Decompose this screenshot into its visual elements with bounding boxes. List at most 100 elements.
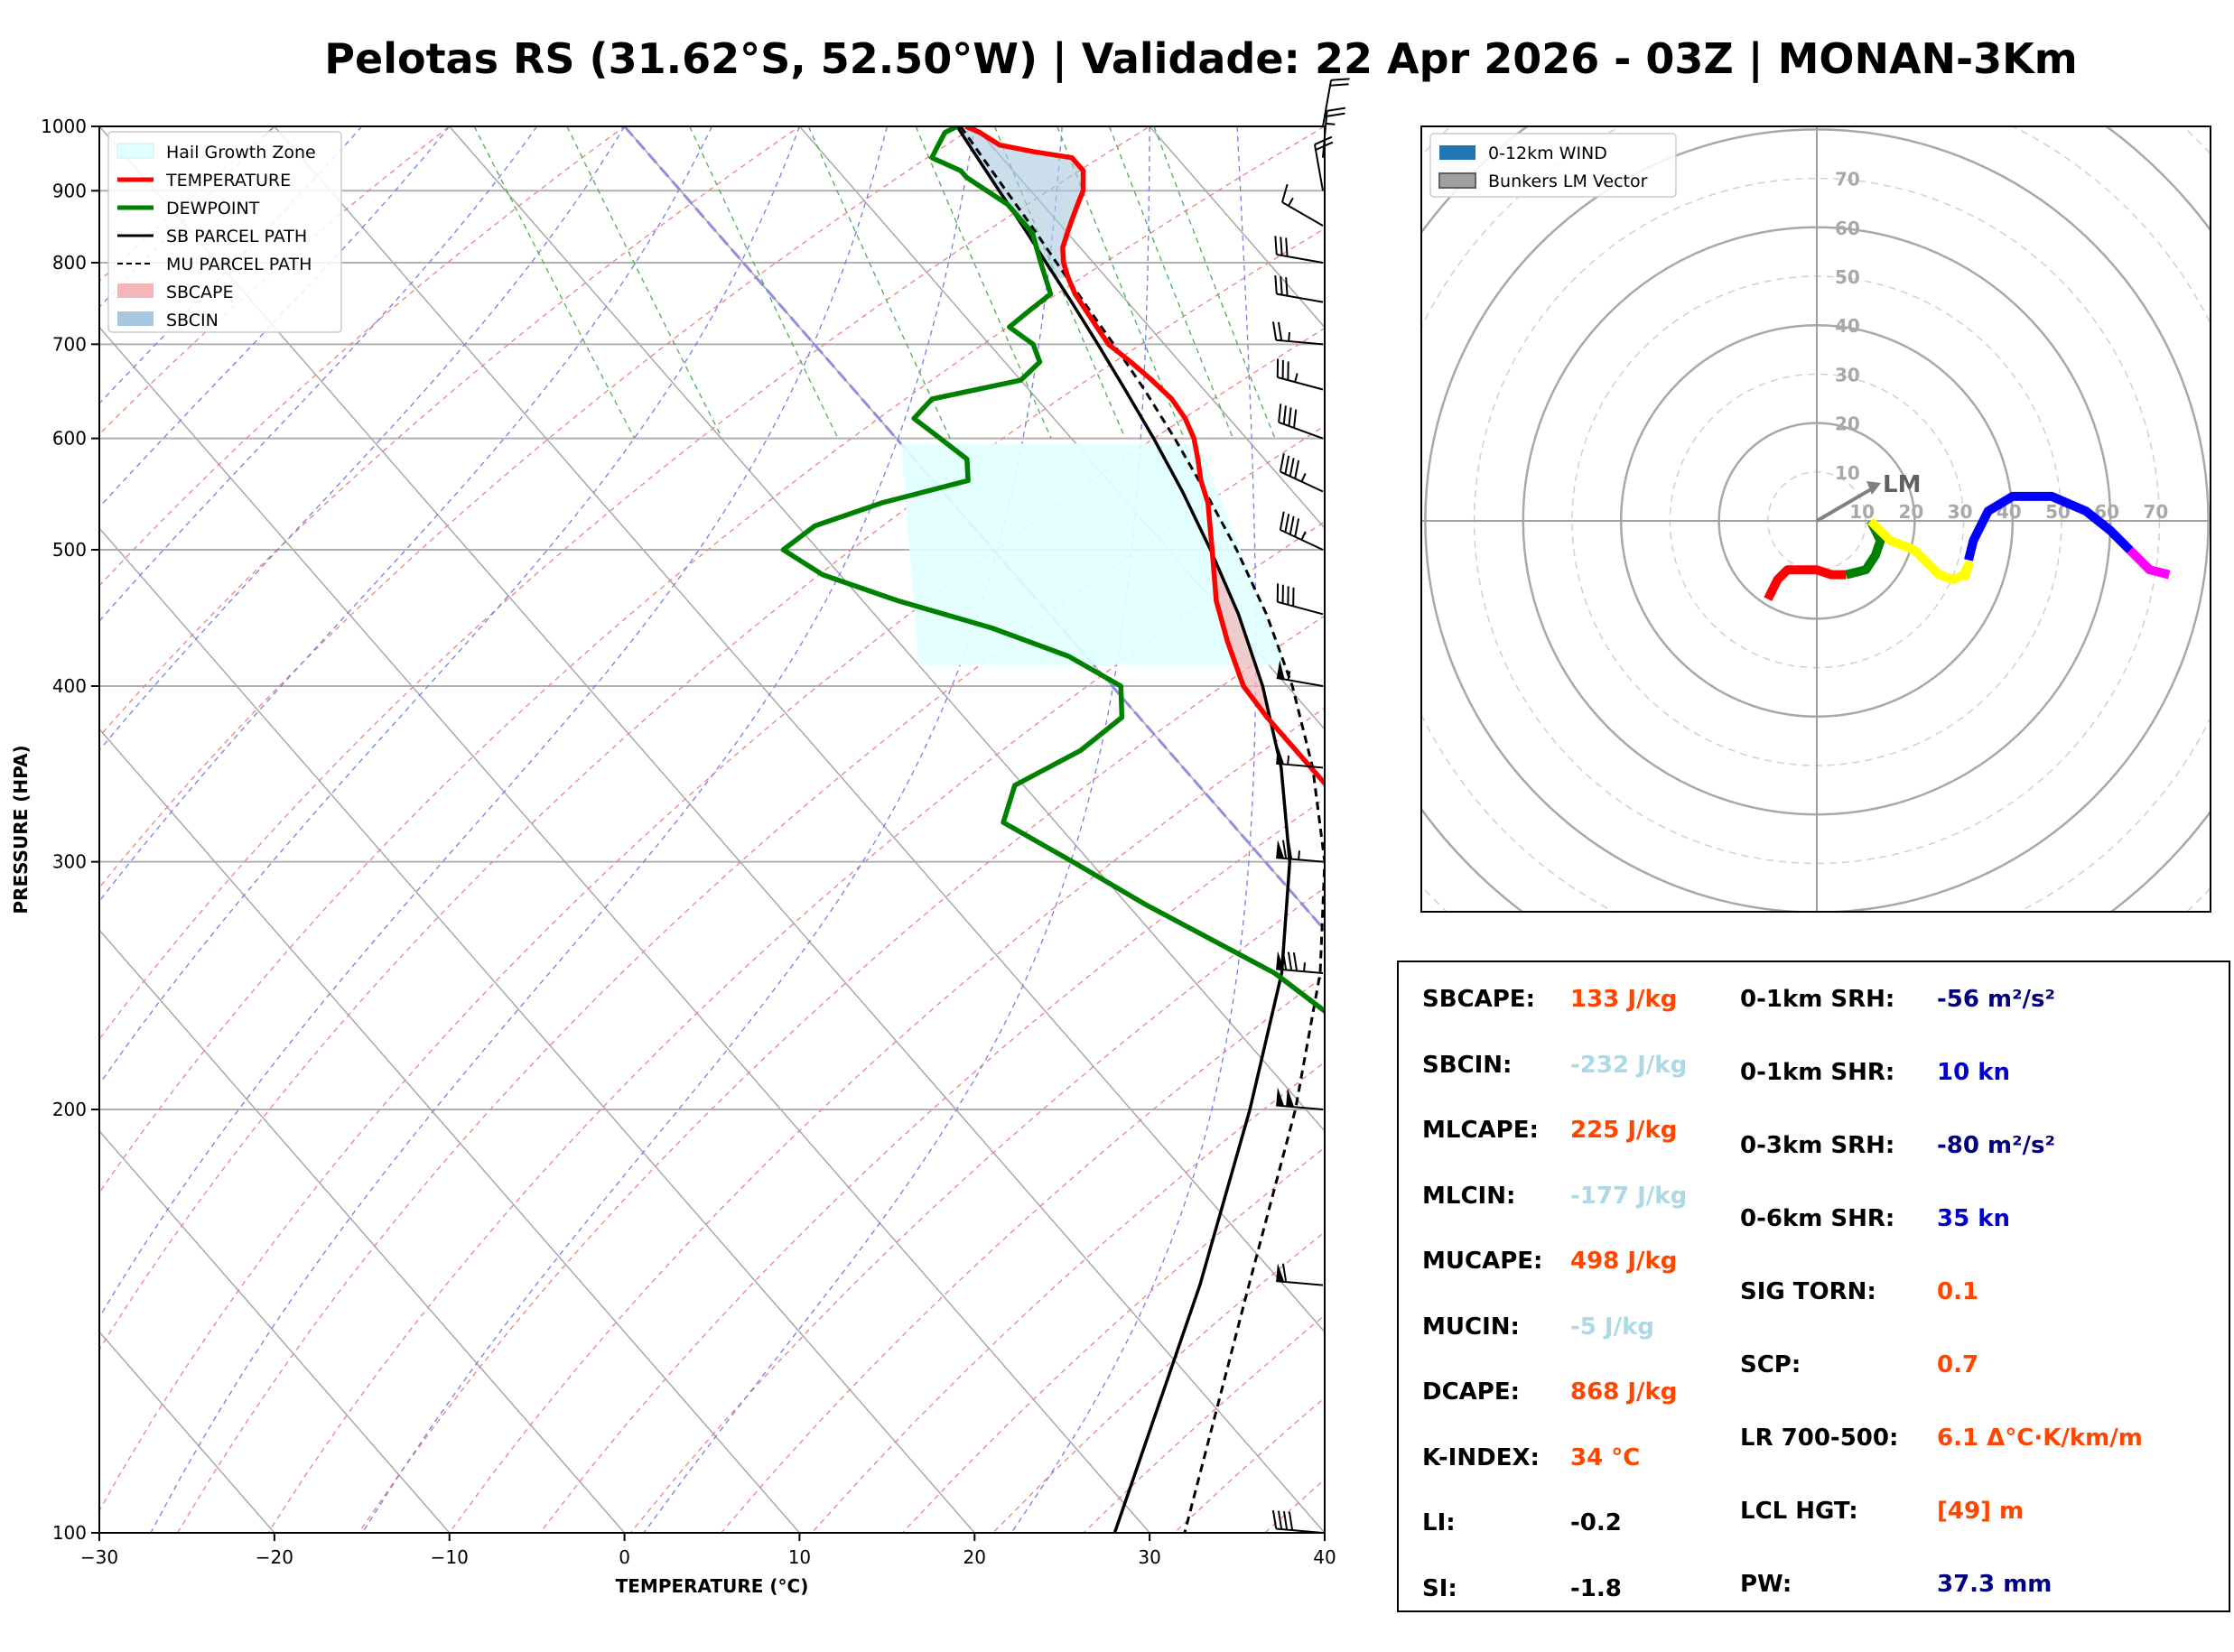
stat-label: K-INDEX: (1422, 1443, 1540, 1471)
hodo-ring-label: 70 (1835, 169, 1860, 190)
isotherm-line (99, 126, 1325, 1533)
hodo-ring-label: 10 (1835, 462, 1860, 484)
x-axis-label: TEMPERATURE (°C) (616, 1575, 809, 1597)
stat-label: LR 700-500: (1740, 1425, 1899, 1452)
wind-barb (1274, 274, 1324, 303)
isotherm-line (99, 326, 1150, 1533)
stat-label: SBCIN: (1422, 1051, 1513, 1079)
y-tick-label: 400 (52, 675, 87, 697)
isotherm-line (99, 929, 626, 1533)
hodo-axis-label: 10 (1849, 501, 1875, 523)
y-tick-label: 500 (52, 539, 87, 561)
mixing-ratio-line (915, 126, 1052, 439)
x-tick-label: 0 (619, 1546, 630, 1568)
stat-label: SI: (1422, 1574, 1457, 1602)
page-title: Pelotas RS (31.62°S, 52.50°W) | Validade… (324, 34, 2078, 83)
skewt-frame (98, 125, 1326, 1534)
moist-adiabat (99, 126, 889, 1319)
legend-label: SBCIN (166, 311, 219, 330)
hodo-ring (1230, 0, 2234, 1108)
hail-growth-zone (900, 443, 1287, 665)
x-tick-label: 20 (963, 1546, 986, 1568)
y-tick-label: 800 (52, 252, 87, 274)
stat-value: 0.1 (1937, 1278, 1979, 1305)
stat-value: -80 m²/s² (1937, 1132, 2055, 1159)
legend-label: TEMPERATURE (165, 171, 291, 190)
dry-adiabat (99, 126, 626, 587)
wind-barb (1276, 1263, 1324, 1286)
dry-adiabat (99, 126, 976, 889)
legend-label: Bunkers LM Vector (1488, 172, 1648, 191)
x-tick-label: 10 (788, 1546, 811, 1568)
hodo-axis-label: 20 (1898, 501, 1923, 523)
stat-label: 0-3km SRH: (1740, 1132, 1895, 1159)
stat-label: LCL HGT: (1740, 1498, 1858, 1525)
isotherm-line (99, 1129, 451, 1533)
freezing-isotherm (623, 126, 1325, 933)
stat-value: -56 m²/s² (1937, 986, 2055, 1013)
hodo-ring-label: 50 (1835, 266, 1860, 288)
temperature-line (964, 126, 1325, 788)
moist-adiabat (643, 126, 1150, 1533)
stat-label: 0-6km SHR: (1740, 1205, 1895, 1232)
stat-value: -1.8 (1570, 1574, 1622, 1602)
legend-label: MU PARCEL PATH (166, 255, 312, 274)
y-axis-label: PRESSURE (HPA) (10, 745, 32, 914)
stat-value: -232 J/kg (1570, 1051, 1688, 1079)
stat-value: 0.7 (1937, 1351, 1979, 1378)
mixing-ratio-line (807, 126, 951, 439)
mixing-ratio-line (566, 126, 723, 439)
isotherm-line (99, 527, 975, 1533)
mixing-ratio-line (689, 126, 839, 439)
legend-label: DEWPOINT (166, 199, 260, 218)
stat-label: 0-1km SRH: (1740, 986, 1895, 1013)
moist-adiabat (1010, 126, 1257, 1533)
moist-adiabat (99, 126, 801, 1086)
legend-swatch (1438, 172, 1476, 189)
stat-label: MUCAPE: (1422, 1248, 1543, 1275)
y-tick-label: 300 (52, 851, 87, 873)
wind-barb (1279, 511, 1324, 551)
wind-barb (1271, 321, 1324, 346)
dry-adiabat (99, 126, 1151, 1041)
stat-label: SCP: (1740, 1351, 1801, 1378)
dry-adiabat (99, 126, 451, 435)
mixing-ratio-line (993, 126, 1126, 439)
dry-adiabat (449, 707, 1325, 1533)
hodo-frame (1420, 125, 2211, 913)
stat-value: 34 °C (1570, 1443, 1641, 1471)
x-tick-label: 40 (1313, 1546, 1336, 1568)
lm-vector (1815, 485, 1877, 523)
legend-swatch (116, 143, 154, 159)
skewt-legend (107, 131, 342, 333)
legend-label: SB PARCEL PATH (166, 227, 307, 246)
stat-value: 37.3 mm (1937, 1571, 2052, 1598)
legend-label: SBCAPE (166, 283, 234, 302)
dry-adiabat (99, 126, 1325, 1194)
dewpoint-line (780, 126, 1325, 1015)
lm-arrowhead (1866, 481, 1882, 496)
wind-barb (1322, 107, 1346, 158)
wind-barb (1279, 453, 1324, 493)
stat-value: 133 J/kg (1570, 986, 1678, 1013)
hodo-ring-label: 60 (1835, 218, 1860, 239)
x-tick-label: −30 (80, 1546, 118, 1568)
isotherm-line (274, 126, 1325, 1333)
wind-barb (1276, 358, 1324, 391)
stat-value: 10 kn (1937, 1059, 2011, 1086)
moist-adiabat (99, 126, 626, 752)
stat-label: SBCAPE: (1422, 986, 1535, 1013)
stat-value: 225 J/kg (1570, 1117, 1678, 1144)
wind-barb (1276, 660, 1324, 687)
hodo-axis-label: 30 (1948, 501, 1973, 523)
dry-adiabat (539, 797, 1325, 1533)
wind-barb (1276, 1087, 1324, 1110)
isotherm-line (99, 1331, 275, 1533)
hodo-segment (1964, 491, 2134, 561)
wind-barb (1274, 236, 1324, 264)
stat-label: SIG TORN: (1740, 1278, 1876, 1305)
wind-barb (1278, 404, 1324, 440)
dry-adiabat (358, 615, 1325, 1533)
stat-label: MUCIN: (1422, 1313, 1520, 1341)
